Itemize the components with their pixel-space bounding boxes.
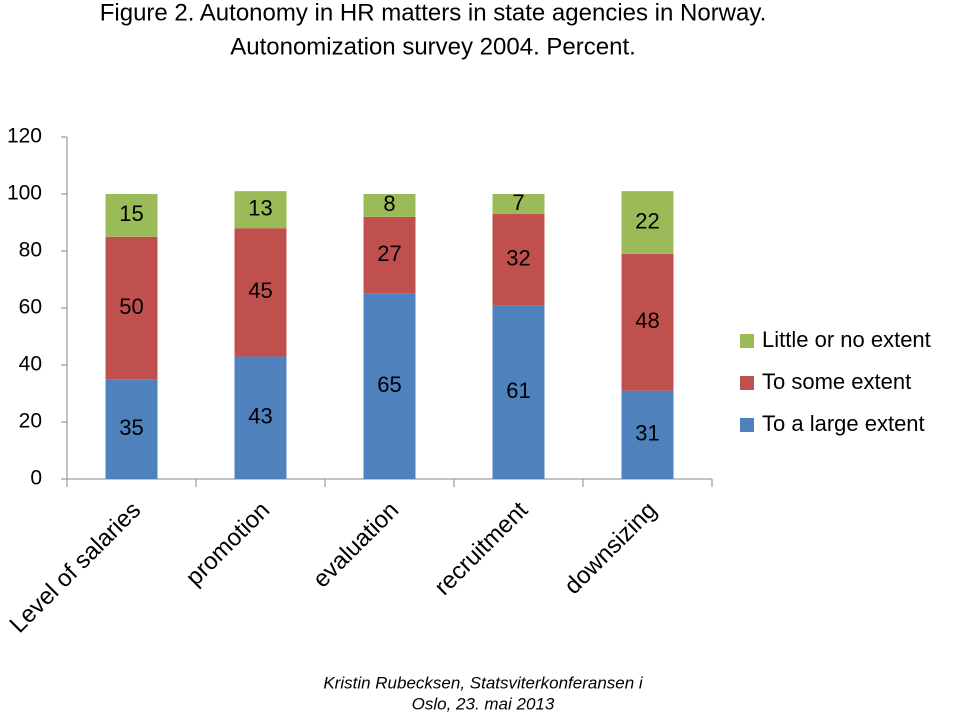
bar-segment [363,293,416,479]
chart-subtitle: Autonomization survey 2004. Percent. [230,33,636,60]
data-label: 27 [377,241,401,266]
footer: Oslo, 23. mai 2013 [412,694,555,713]
data-label: 32 [506,245,530,270]
x-tick-label: promotion [181,497,276,592]
data-label: 31 [635,421,659,446]
bar-segment [492,305,545,479]
data-label: 22 [635,208,659,233]
data-label: 35 [119,415,143,440]
data-label: 50 [119,294,143,319]
data-label: 43 [248,404,272,429]
data-label: 48 [635,308,659,333]
bar-segment [363,216,416,294]
bar-segment [363,194,416,217]
x-tick-label: downsizing [559,497,662,600]
y-tick-label: 100 [7,182,42,205]
legend-label: Little or no extent [762,327,931,352]
y-tick-label: 40 [19,353,42,376]
data-label: 8 [383,191,395,216]
bar-segment [105,236,158,380]
legend-swatch [740,376,754,390]
bar-segment [621,253,674,391]
bar-segment [234,228,287,357]
legend-swatch [740,418,754,432]
x-tick-label: Level of salaries [4,497,146,639]
y-tick-label: 80 [19,239,42,262]
bar-segment [621,191,674,254]
bar-segment [621,390,674,479]
data-label: 13 [248,195,272,220]
legend-label: To some extent [762,369,911,394]
data-label: 7 [512,190,524,215]
footer: Kristin Rubecksen, Statsviterkonferansen… [323,673,644,692]
y-tick-label: 120 [7,125,42,148]
data-label: 61 [506,378,530,403]
bar-segment [105,194,158,237]
bar-segment [234,356,287,479]
x-tick-label: evaluation [308,497,404,593]
bar-segment [234,191,287,229]
y-tick-label: 20 [19,410,42,433]
legend-swatch [740,334,754,348]
legend-label: To a large extent [762,411,925,436]
chart-title: Figure 2. Autonomy in HR matters in stat… [100,0,767,26]
data-label: 15 [119,201,143,226]
bar-segment [105,379,158,479]
bar-segment [492,213,545,306]
bar-segment [492,194,545,214]
y-tick-label: 0 [30,467,42,490]
x-tick-label: recruitment [429,496,533,600]
data-label: 45 [248,278,272,303]
y-tick-label: 60 [19,296,42,319]
data-label: 65 [377,372,401,397]
